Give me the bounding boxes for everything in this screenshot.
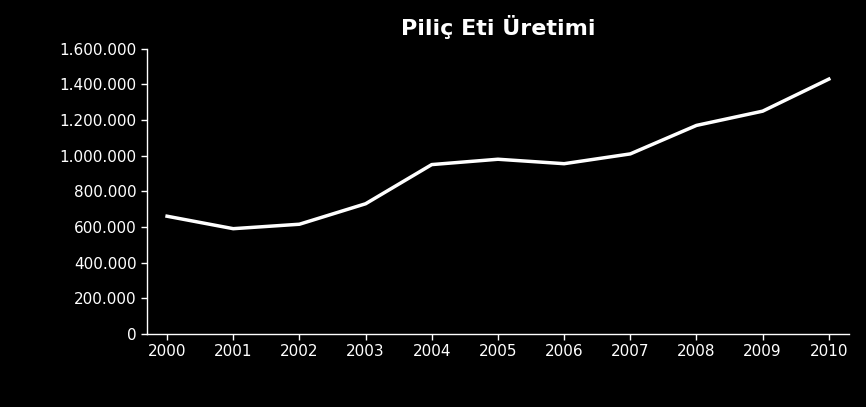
Title: Piliç Eti Üretimi: Piliç Eti Üretimi: [401, 15, 595, 39]
